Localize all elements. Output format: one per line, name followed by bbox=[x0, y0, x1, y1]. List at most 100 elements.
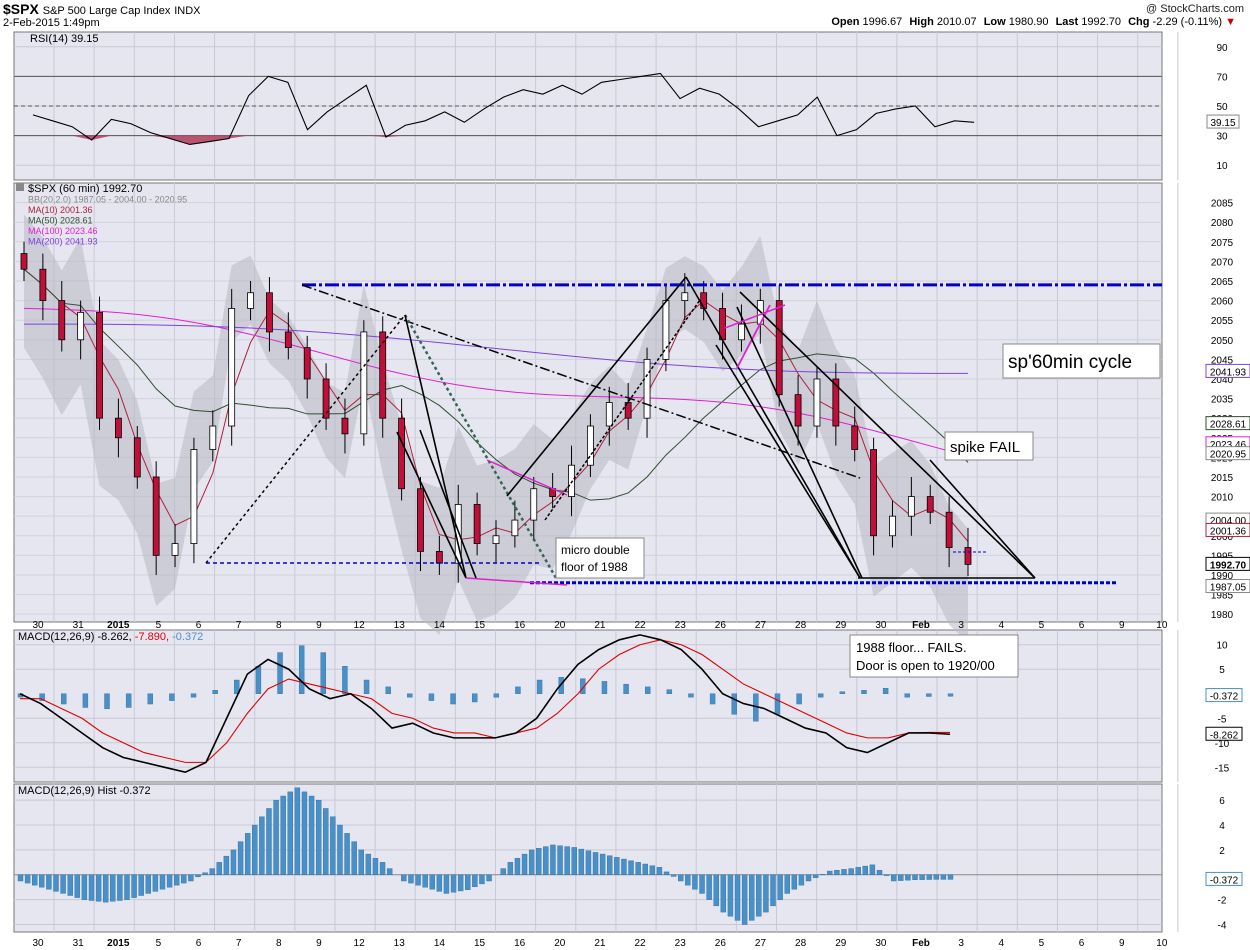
x-tick-label: 27 bbox=[755, 620, 767, 631]
index-name: S&P 500 Large Cap Index bbox=[42, 5, 171, 17]
macd-hist-bar bbox=[342, 666, 348, 694]
price-value-box bbox=[1205, 416, 1250, 431]
macd-hist-bar bbox=[515, 686, 521, 694]
hist-bar bbox=[898, 874, 904, 881]
hist-bar bbox=[401, 874, 407, 882]
hist-bar bbox=[727, 874, 734, 917]
hist-bar bbox=[585, 850, 592, 875]
hist-bar bbox=[181, 874, 187, 884]
x-tick-label: Feb bbox=[912, 938, 930, 949]
hist-bar bbox=[919, 874, 925, 880]
hist-bar bbox=[557, 845, 563, 875]
macd-hist-bar bbox=[601, 681, 608, 694]
hist-bar bbox=[578, 848, 585, 875]
hist-bar bbox=[308, 795, 315, 875]
hist-bar bbox=[39, 874, 45, 888]
hist-bar bbox=[749, 874, 755, 921]
last-value: 1992.70 bbox=[1081, 16, 1122, 28]
macd-hist-bar bbox=[709, 693, 716, 705]
trend-line bbox=[685, 276, 861, 579]
x-tick-label: 15 bbox=[474, 938, 486, 949]
candle-body bbox=[266, 292, 273, 333]
price-value-label: 2020.95 bbox=[1210, 450, 1247, 461]
hist-bar bbox=[642, 863, 648, 875]
candle-body bbox=[341, 417, 349, 435]
y-tick-label: 2080 bbox=[1211, 218, 1234, 229]
hist-bar bbox=[507, 862, 514, 875]
trend-line bbox=[506, 276, 687, 497]
rsi-legend: RSI(14) 39.15 bbox=[30, 33, 98, 45]
hist-bar bbox=[95, 874, 102, 902]
hist-bar bbox=[649, 865, 656, 875]
y-tick-label: -15 bbox=[1215, 763, 1230, 774]
y-tick-label: 2035 bbox=[1211, 395, 1234, 406]
hist-bar bbox=[465, 874, 471, 890]
candle-body bbox=[322, 378, 330, 419]
x-tick-label: 7 bbox=[236, 938, 242, 949]
y-tick-label: 1995 bbox=[1211, 551, 1234, 562]
hist-bar bbox=[102, 874, 109, 903]
hist-bar bbox=[223, 855, 230, 875]
hist-bar bbox=[678, 874, 684, 882]
x-tick-label: 5 bbox=[156, 620, 162, 631]
hist-bar bbox=[763, 874, 769, 913]
candle-body bbox=[190, 449, 198, 545]
hist-bar bbox=[351, 841, 357, 875]
hist-bar bbox=[514, 858, 521, 875]
trend-line bbox=[419, 429, 477, 579]
hist-bar bbox=[791, 874, 798, 890]
x-tick-label: 29 bbox=[835, 620, 847, 631]
x-tick-label: 6 bbox=[196, 620, 202, 631]
y-tick-label: 2000 bbox=[1211, 532, 1234, 543]
hist-bar bbox=[550, 844, 556, 875]
macd-hist-bar bbox=[212, 690, 218, 694]
y-tick-label: 2065 bbox=[1211, 277, 1234, 288]
high-value: 2010.07 bbox=[936, 16, 977, 28]
y-tick-label: -5 bbox=[1218, 714, 1227, 725]
candle-body bbox=[738, 323, 745, 341]
candle-body bbox=[303, 347, 311, 380]
hist-bar bbox=[244, 833, 251, 875]
candle-body bbox=[511, 519, 519, 537]
x-tick-label: 4 bbox=[999, 620, 1005, 631]
hist-bar bbox=[145, 874, 151, 894]
hist-bar bbox=[323, 808, 329, 875]
hist-bar bbox=[670, 874, 677, 877]
hist-bar bbox=[734, 874, 741, 921]
chart-datetime: 2-Feb-2015 1:49pm bbox=[3, 17, 100, 29]
price-value-box bbox=[1205, 446, 1250, 461]
macd-hist-bar bbox=[926, 693, 932, 697]
trend-line bbox=[404, 314, 467, 579]
legend-swatch-icon bbox=[16, 183, 24, 191]
hist-bar bbox=[905, 874, 911, 881]
hist-bar bbox=[521, 853, 528, 875]
hist-bar bbox=[117, 874, 123, 901]
hist-bar bbox=[685, 874, 691, 886]
exchange: INDX bbox=[174, 5, 201, 17]
ma100-line bbox=[23, 307, 969, 457]
x-tick-label: 2015 bbox=[107, 938, 130, 949]
y-tick-label: 4 bbox=[1219, 821, 1225, 832]
annotation-double-floor-1: micro double bbox=[561, 543, 630, 557]
x-tick-label: 28 bbox=[795, 938, 807, 949]
candle-body bbox=[832, 378, 840, 427]
x-tick-label: 9 bbox=[316, 938, 322, 949]
y-tick-label: 1980 bbox=[1211, 610, 1234, 621]
annotation-cycle: sp'60min cycle bbox=[1008, 352, 1132, 373]
hist-bar bbox=[500, 868, 506, 875]
macd-hist-bar bbox=[688, 693, 694, 698]
candle-body bbox=[851, 425, 859, 450]
macd-value-box bbox=[1205, 688, 1243, 703]
macd-hist-bar bbox=[623, 683, 629, 694]
hist-bar bbox=[131, 874, 137, 898]
candle-body bbox=[435, 551, 443, 564]
hist-bar bbox=[656, 867, 663, 875]
x-tick-label: 31 bbox=[73, 938, 85, 949]
price-value-label: 2023.46 bbox=[1210, 440, 1247, 451]
macd-hist-bar bbox=[471, 693, 478, 703]
candle-body bbox=[870, 449, 877, 537]
candle-body bbox=[228, 308, 236, 427]
macd-hist-bar bbox=[104, 693, 110, 710]
candle-body bbox=[39, 268, 47, 301]
